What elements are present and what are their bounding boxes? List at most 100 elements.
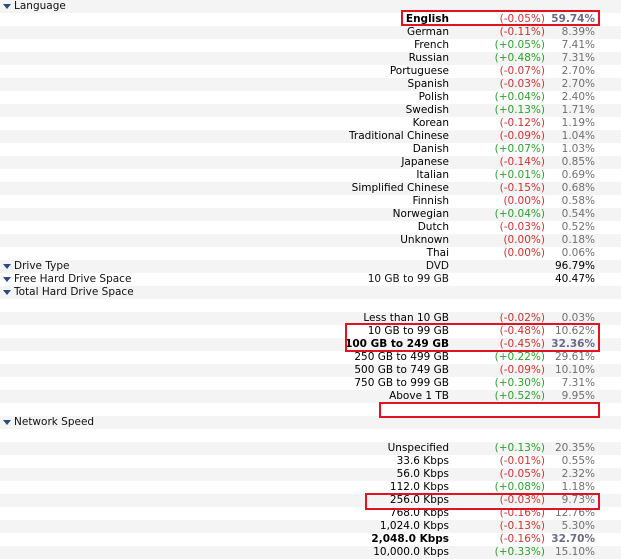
- table-row: [0, 403, 621, 416]
- table-row: Dutch (-0.03%) 0.52%: [0, 221, 621, 234]
- row-percentage: 7.31%: [561, 377, 595, 389]
- section-header[interactable]: Network Speed: [0, 416, 621, 429]
- section-title: Total Hard Drive Space: [14, 286, 134, 298]
- row-percentage: 1.04%: [561, 130, 595, 142]
- row-change: (+0.52%): [494, 390, 545, 402]
- row-change: (+0.22%): [494, 351, 545, 363]
- row-change: (-0.03%): [499, 494, 545, 506]
- row-percentage: 0.69%: [561, 169, 595, 181]
- row-change: (+0.08%): [494, 481, 545, 493]
- table-row: Swedish (+0.13%) 1.71%: [0, 104, 621, 117]
- row-change: (+0.07%): [494, 143, 545, 155]
- row-change: (+0.13%): [494, 442, 545, 454]
- row-label: 250 GB to 499 GB: [354, 351, 449, 363]
- table-row: Danish (+0.07%) 1.03%: [0, 143, 621, 156]
- row-label: Dutch: [417, 221, 449, 233]
- row-change: (+0.05%): [494, 39, 545, 51]
- row-percentage: 1.03%: [561, 143, 595, 155]
- row-label: 256.0 Kbps: [389, 494, 449, 506]
- row-percentage: 0.68%: [561, 182, 595, 194]
- row-label: French: [414, 39, 449, 51]
- section-header[interactable]: Language: [0, 0, 621, 13]
- table-row: German (-0.11%) 8.39%: [0, 26, 621, 39]
- section-header[interactable]: Drive Type DVD 96.79%: [0, 260, 621, 273]
- table-row: 2,048.0 Kbps (-0.16%) 32.70%: [0, 533, 621, 546]
- row-percentage: 0.85%: [561, 156, 595, 168]
- table-row: 768.0 Kbps (-0.16%) 12.76%: [0, 507, 621, 520]
- section-header[interactable]: Free Hard Drive Space 10 GB to 99 GB 40.47…: [0, 273, 621, 286]
- table-row: Traditional Chinese (-0.09%) 1.04%: [0, 130, 621, 143]
- expand-triangle-icon[interactable]: [3, 290, 11, 295]
- row-change: (0.00%): [503, 234, 545, 246]
- expand-triangle-icon[interactable]: [3, 264, 11, 269]
- row-change: (-0.11%): [499, 26, 545, 38]
- row-change: (-0.07%): [499, 65, 545, 77]
- row-label: Less than 10 GB: [363, 312, 449, 324]
- table-row: Thai (0.00%) 0.06%: [0, 247, 621, 260]
- row-label: 10 GB to 99 GB: [367, 273, 449, 285]
- expand-triangle-icon[interactable]: [3, 420, 11, 425]
- expand-triangle-icon[interactable]: [3, 4, 11, 9]
- row-label: 56.0 Kbps: [396, 468, 449, 480]
- row-label: Unspecified: [387, 442, 449, 454]
- row-percentage: 7.31%: [561, 52, 595, 64]
- row-label: Russian: [408, 52, 449, 64]
- table-row: Unspecified (+0.13%) 20.35%: [0, 442, 621, 455]
- row-percentage: 40.47%: [554, 273, 595, 285]
- row-percentage: 8.39%: [561, 26, 595, 38]
- row-percentage: 2.70%: [561, 65, 595, 77]
- row-label: Traditional Chinese: [349, 130, 449, 142]
- section-header[interactable]: Total Hard Drive Space: [0, 286, 621, 299]
- table-row: Finnish (0.00%) 0.58%: [0, 195, 621, 208]
- row-label: Spanish: [407, 78, 449, 90]
- table-row: 56.0 Kbps (-0.05%) 2.32%: [0, 468, 621, 481]
- row-label: Finnish: [412, 195, 449, 207]
- table-row: Japanese (-0.14%) 0.85%: [0, 156, 621, 169]
- row-change: (-0.14%): [499, 156, 545, 168]
- row-label: Danish: [412, 143, 449, 155]
- row-percentage: 1.19%: [561, 117, 595, 129]
- row-percentage: 0.55%: [561, 455, 595, 467]
- table-row: 1,024.0 Kbps (-0.13%) 5.30%: [0, 520, 621, 533]
- row-change: (+0.04%): [494, 208, 545, 220]
- table-row: English (-0.05%) 59.74%: [0, 13, 621, 26]
- expand-triangle-icon[interactable]: [3, 277, 11, 282]
- row-label: 112.0 Kbps: [389, 481, 449, 493]
- row-percentage: 96.79%: [554, 260, 595, 272]
- table-row: 33.6 Kbps (-0.01%) 0.55%: [0, 455, 621, 468]
- row-change: (-0.05%): [499, 13, 545, 25]
- row-label: Korean: [412, 117, 449, 129]
- table-row: 256.0 Kbps (-0.03%) 9.73%: [0, 494, 621, 507]
- row-label: 500 GB to 749 GB: [354, 364, 449, 376]
- row-label: Portuguese: [389, 65, 449, 77]
- row-change: (-0.09%): [499, 364, 545, 376]
- table-row: Unknown (0.00%) 0.18%: [0, 234, 621, 247]
- table-row: Above 1 TB (+0.52%) 9.95%: [0, 390, 621, 403]
- table-row: Korean (-0.12%) 1.19%: [0, 117, 621, 130]
- row-label: 100 GB to 249 GB: [345, 338, 449, 350]
- row-change: (-0.03%): [499, 78, 545, 90]
- row-percentage: 15.10%: [554, 546, 595, 558]
- row-change: (+0.33%): [494, 546, 545, 558]
- row-label: German: [406, 26, 449, 38]
- row-label: Swedish: [405, 104, 449, 116]
- table-row: Portuguese (-0.07%) 2.70%: [0, 65, 621, 78]
- row-percentage: 10.62%: [554, 325, 595, 337]
- row-percentage: 0.58%: [561, 195, 595, 207]
- section-title: Network Speed: [14, 416, 95, 428]
- row-percentage: 9.95%: [561, 390, 595, 402]
- row-label: Norwegian: [392, 208, 449, 220]
- table-row: 10,000.0 Kbps (+0.33%) 15.10%: [0, 546, 621, 559]
- row-change: (-0.01%): [499, 455, 545, 467]
- row-percentage: 1.18%: [561, 481, 595, 493]
- row-change: (-0.48%): [499, 325, 545, 337]
- row-percentage: 5.30%: [561, 520, 595, 532]
- row-label: DVD: [425, 260, 449, 272]
- row-label: 750 GB to 999 GB: [354, 377, 449, 389]
- row-label: Unknown: [400, 234, 449, 246]
- row-percentage: 12.76%: [554, 507, 595, 519]
- row-change: (-0.02%): [499, 312, 545, 324]
- row-label: Polish: [418, 91, 449, 103]
- row-percentage: 2.70%: [561, 78, 595, 90]
- table-row: 112.0 Kbps (+0.08%) 1.18%: [0, 481, 621, 494]
